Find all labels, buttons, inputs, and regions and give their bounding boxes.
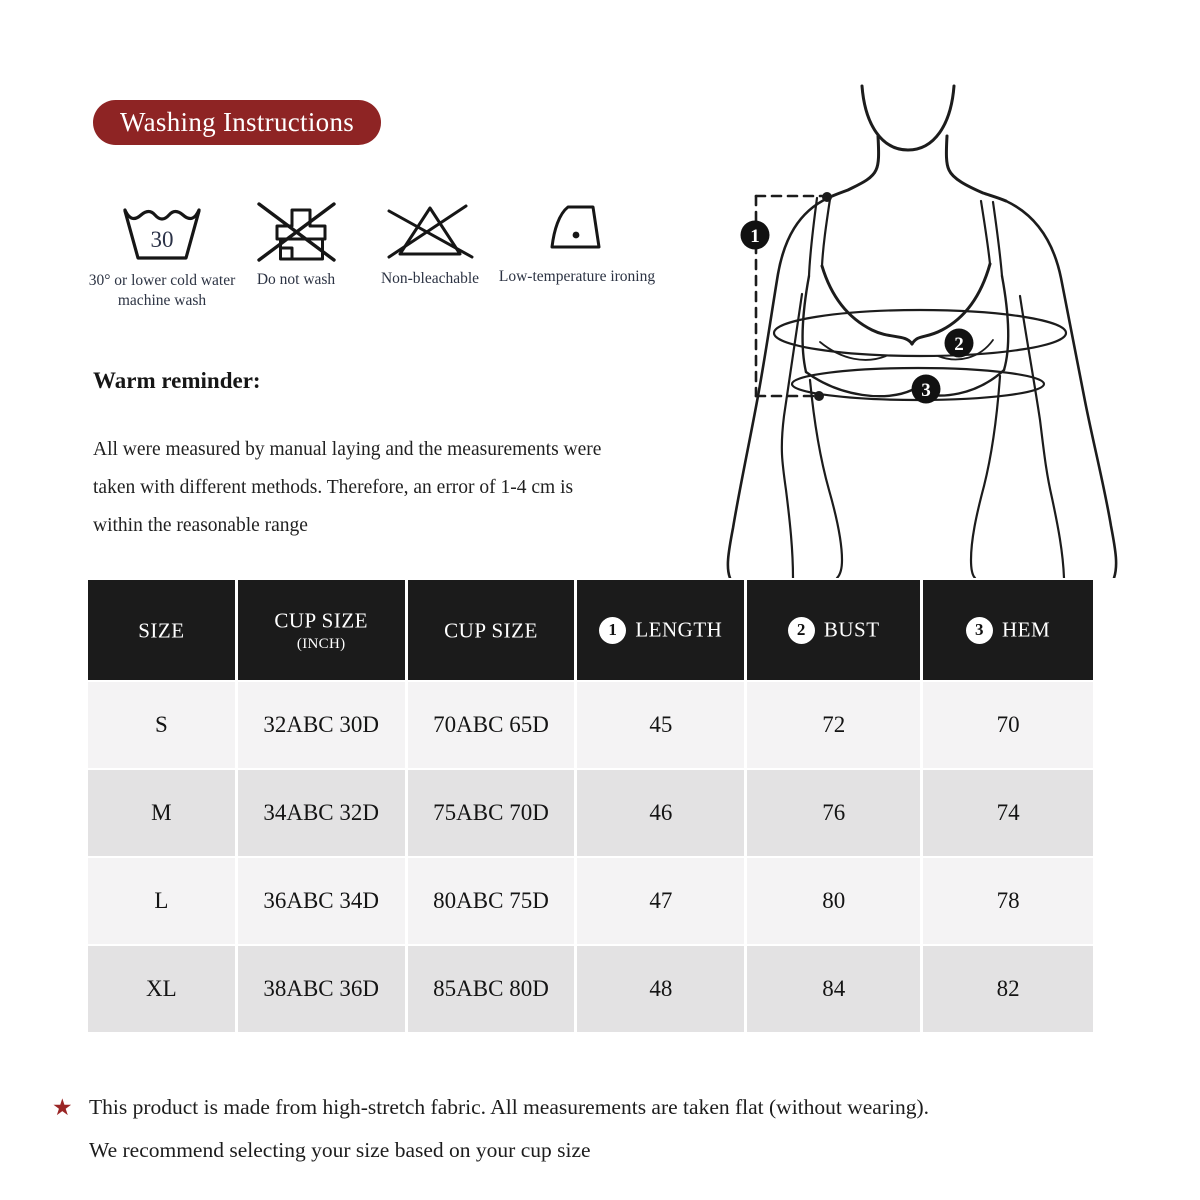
col-header-hem: 3 HEM xyxy=(923,580,1093,680)
cell-cup-inch: 34ABC 32D xyxy=(237,768,408,856)
care-label-non-bleachable: Non-bleachable xyxy=(380,270,480,287)
footnote-line: We recommend selecting your size based o… xyxy=(89,1138,591,1162)
cell-cup: 75ABC 70D xyxy=(407,768,578,856)
footnote-text: This product is made from high-stretch f… xyxy=(89,1086,1172,1172)
marker-2-badge: 2 xyxy=(787,616,815,644)
wash-temperature-value: 30 xyxy=(151,227,174,252)
care-label-low-temp-ironing: Low-temperature ironing xyxy=(498,268,656,285)
svg-text:1: 1 xyxy=(750,226,760,247)
svg-text:2: 2 xyxy=(954,334,964,355)
cell-cup-inch: 36ABC 34D xyxy=(237,856,408,944)
cell-cup: 70ABC 65D xyxy=(407,680,578,768)
table-row-xl: XL 38ABC 36D 85ABC 80D 48 84 82 xyxy=(88,944,1093,1032)
cell-cup: 80ABC 75D xyxy=(407,856,578,944)
cell-hem: 74 xyxy=(923,768,1093,856)
warm-reminder-line: within the reasonable range xyxy=(93,515,308,536)
col-header-inch-sub: (INCH) xyxy=(296,636,346,653)
marker-3-badge: 3 xyxy=(965,616,993,644)
washing-instructions-badge: Washing Instructions xyxy=(93,100,382,145)
svg-text:3: 3 xyxy=(921,380,931,401)
cell-bust: 80 xyxy=(747,856,924,944)
care-item-do-not-wash: Do not wash xyxy=(220,198,372,290)
col-header-length: 1 LENGTH xyxy=(577,580,748,680)
table-row-s: S 32ABC 30D 70ABC 65D 45 72 70 xyxy=(88,680,1093,768)
care-label-do-not-wash: Do not wash xyxy=(256,271,336,288)
non-bleachable-icon xyxy=(387,204,474,259)
warm-reminder-text: All were measured by manual laying and t… xyxy=(93,431,601,545)
cell-size: S xyxy=(88,680,238,768)
footnote: ★ This product is made from high-stretch… xyxy=(52,1086,1172,1172)
cell-cup-inch: 38ABC 36D xyxy=(237,944,408,1032)
marker-1-badge: 1 xyxy=(599,616,627,644)
warm-reminder-line: taken with different methods. Therefore,… xyxy=(93,477,574,498)
cell-size: L xyxy=(88,856,238,944)
col-header-bust: 2 BUST xyxy=(747,580,924,680)
body-measurement-diagram: 1 2 3 xyxy=(690,80,1170,580)
care-label-machine-wash: 30° or lower cold water machine wash xyxy=(88,272,236,309)
machine-wash-30-icon: 30 xyxy=(123,208,201,260)
warm-reminder-line: All were measured by manual laying and t… xyxy=(93,439,602,460)
care-item-machine-wash: 30 30° or lower cold water machine wash xyxy=(86,202,238,311)
marker-3: 3 xyxy=(911,374,941,404)
do-not-wash-icon xyxy=(257,202,336,262)
marker-1: 1 xyxy=(740,220,770,250)
col-header-cup-size: CUP SIZE xyxy=(407,580,578,680)
cell-length: 47 xyxy=(577,856,748,944)
cell-cup-inch: 32ABC 30D xyxy=(237,680,408,768)
cell-hem: 82 xyxy=(923,944,1093,1032)
star-icon: ★ xyxy=(52,1095,73,1120)
cell-cup: 85ABC 80D xyxy=(407,944,578,1032)
col-header-size: SIZE xyxy=(88,580,238,680)
marker-2: 2 xyxy=(944,328,974,358)
cell-bust: 72 xyxy=(747,680,924,768)
cell-bust: 76 xyxy=(747,768,924,856)
cell-length: 46 xyxy=(577,768,748,856)
warm-reminder-title: Warm reminder: xyxy=(93,368,261,393)
cell-length: 48 xyxy=(577,944,748,1032)
footnote-line: This product is made from high-stretch f… xyxy=(89,1095,930,1119)
cell-size: M xyxy=(88,768,238,856)
washing-instructions-label: Washing Instructions xyxy=(120,107,355,137)
care-item-low-temp-ironing: Low-temperature ironing xyxy=(498,198,656,287)
care-item-non-bleachable: Non-bleachable xyxy=(354,198,506,289)
low-temperature-ironing-icon xyxy=(550,205,601,249)
col-header-cup-size-inch: CUP SIZE (INCH) xyxy=(237,580,408,680)
cell-size: XL xyxy=(88,944,238,1032)
cell-length: 45 xyxy=(577,680,748,768)
cell-hem: 70 xyxy=(923,680,1093,768)
cell-bust: 84 xyxy=(747,944,924,1032)
table-row-l: L 36ABC 34D 80ABC 75D 47 80 78 xyxy=(88,856,1093,944)
torso-sketch: 1 2 3 xyxy=(726,84,1118,580)
table-row-m: M 34ABC 32D 75ABC 70D 46 76 74 xyxy=(88,768,1093,856)
cell-hem: 78 xyxy=(923,856,1093,944)
